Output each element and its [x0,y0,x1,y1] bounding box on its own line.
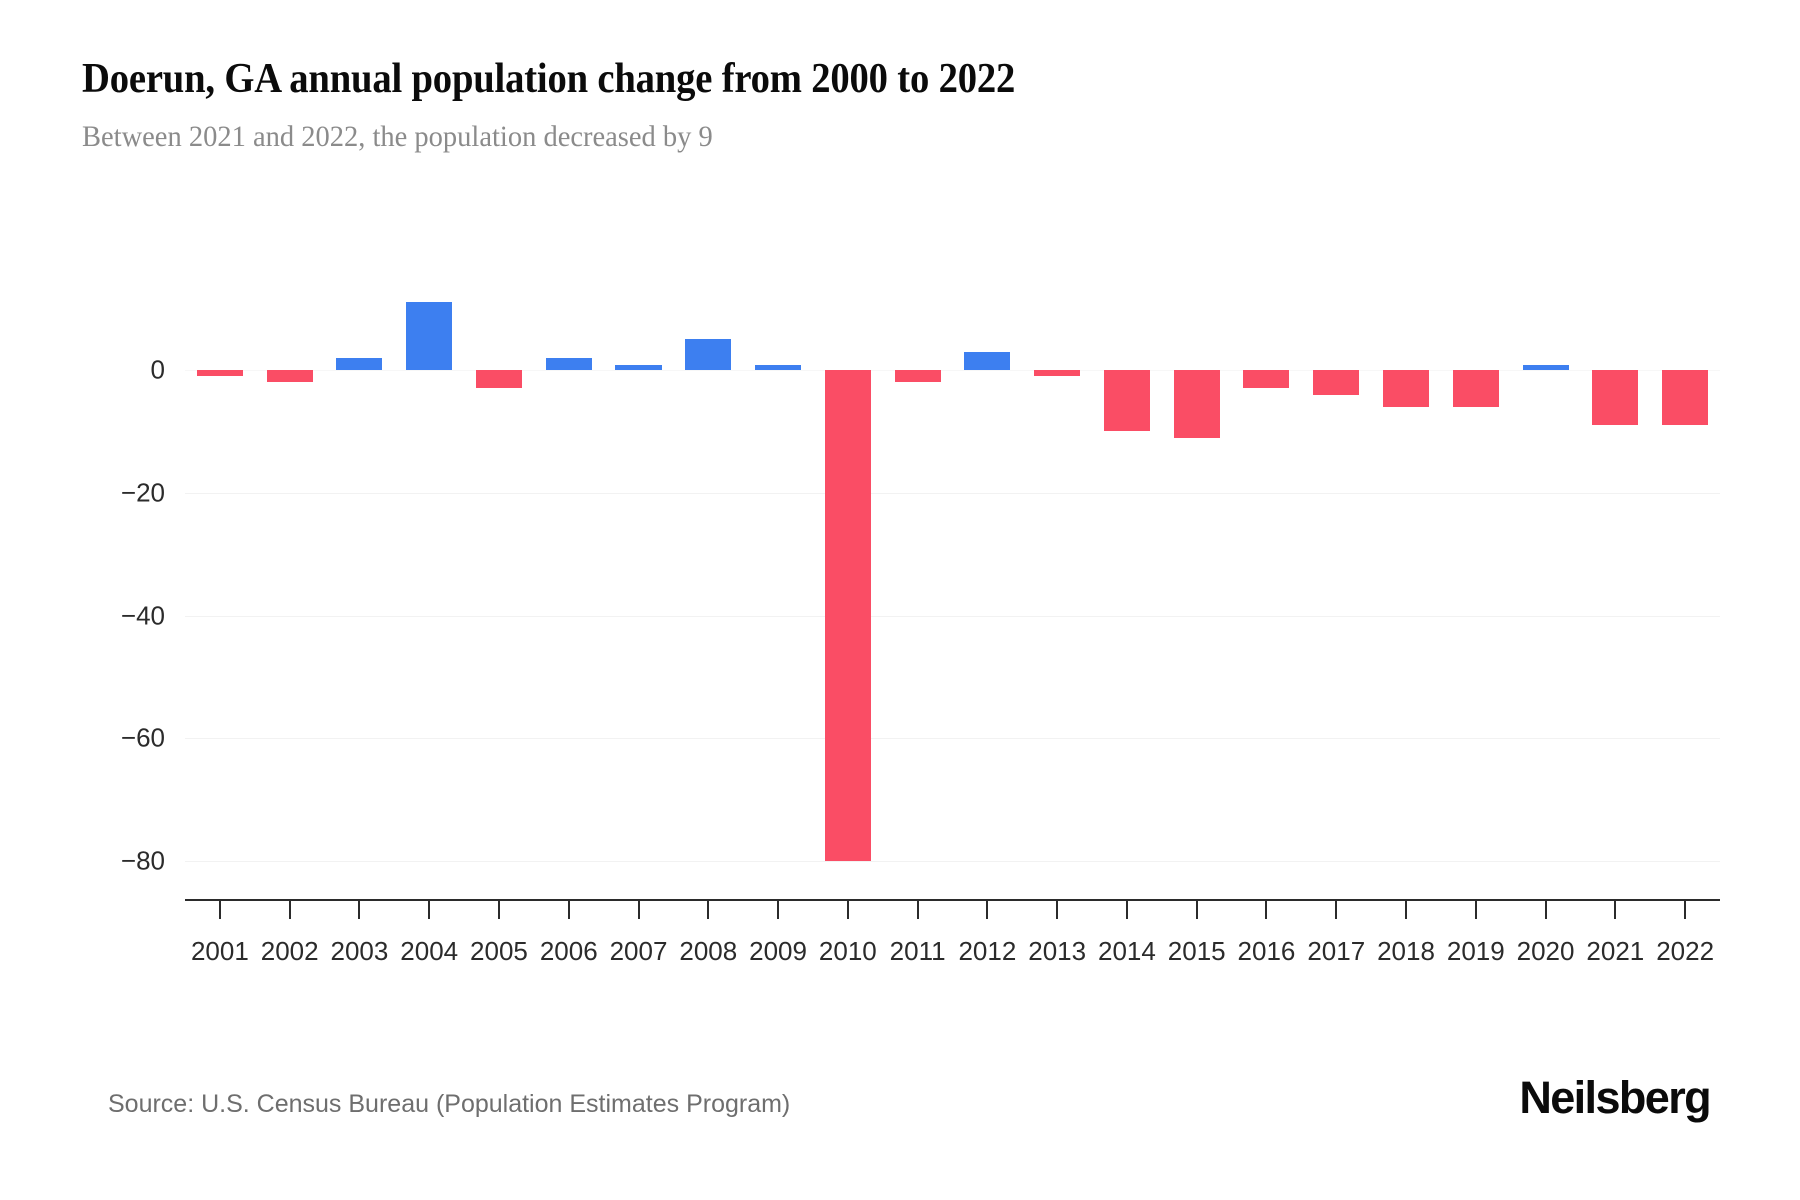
gridline [185,738,1720,740]
x-axis-tick [777,901,780,919]
x-axis-tick [567,901,570,919]
bar-2016[interactable] [1243,370,1290,389]
x-axis-tick-label-2008: 2008 [679,936,738,966]
bar-2003[interactable] [336,357,383,370]
x-axis-tick-label-2019: 2019 [1446,936,1505,966]
bar-2020[interactable] [1522,365,1569,370]
bar-2009[interactable] [755,365,802,370]
gridline [185,370,1720,371]
bar-2018[interactable] [1382,370,1430,407]
x-axis-tick [637,901,640,919]
x-axis-tick-label-2018: 2018 [1377,936,1435,966]
x-axis-tick [1125,901,1128,919]
x-axis-tick-label-2012: 2012 [958,936,1017,966]
x-axis-tick [1405,901,1408,919]
x-axis-tick [218,901,221,919]
x-axis-tick-label-2016: 2016 [1237,936,1296,966]
x-axis-tick [1544,901,1547,919]
bar-2001[interactable] [196,370,243,377]
x-axis-tick-label-2014: 2014 [1098,936,1156,966]
x-axis-tick [916,901,919,919]
gridline [185,492,1720,494]
gridline [185,615,1720,617]
x-axis-tick [1474,901,1477,919]
x-axis-tick-label-2015: 2015 [1167,936,1226,966]
y-axis-tick-label: −40 [120,600,165,631]
x-axis-tick [707,901,710,919]
x-axis-tick-label-2001: 2001 [190,936,249,966]
y-axis-tick-label: −60 [120,722,165,753]
bar-2005[interactable] [475,370,522,389]
x-axis-tick-label-2002: 2002 [260,936,319,966]
bar-2015[interactable] [1173,370,1220,438]
bar-2013[interactable] [1034,370,1081,377]
x-axis-tick-label-2004: 2004 [400,936,459,966]
gridline [185,861,1720,863]
x-axis-tick [428,901,431,919]
x-axis-tick-label-2005: 2005 [470,936,528,966]
x-axis-tick-label-2006: 2006 [539,936,598,966]
x-axis-tick [986,901,989,919]
x-axis-tick [497,901,500,919]
x-axis-tick-label-2009: 2009 [749,936,807,966]
y-axis-tick-label: −20 [120,477,165,508]
x-axis-tick-label-2007: 2007 [609,936,668,966]
x-axis-tick-label-2017: 2017 [1307,936,1366,966]
x-axis-tick [1056,901,1059,919]
x-axis-tick-label-2021: 2021 [1586,936,1645,966]
x-axis-tick [1265,901,1268,919]
bar-2022[interactable] [1662,370,1709,426]
bar-2017[interactable] [1313,370,1360,395]
bar-2002[interactable] [266,370,313,383]
bar-2011[interactable] [894,370,941,383]
x-axis-tick [1684,901,1687,919]
y-axis-tick-label: −80 [120,845,165,876]
x-axis-tick [1614,901,1617,919]
chart-subtitle: Between 2021 and 2022, the population de… [82,120,713,154]
bar-2019[interactable] [1452,370,1499,407]
x-axis-tick-label-2010: 2010 [818,936,877,966]
chart-header: Doerun, GA annual population change from… [82,55,1722,155]
x-axis-tick-label-2013: 2013 [1028,936,1087,966]
bar-2010[interactable] [824,370,871,862]
x-axis-tick [1335,901,1338,919]
bar-2006[interactable] [545,357,592,370]
bar-2007[interactable] [615,365,662,370]
bar-2021[interactable] [1592,370,1639,426]
y-axis-tick-label: 0 [150,354,165,385]
x-axis-tick-label-2011: 2011 [889,936,946,966]
source-note: Source: U.S. Census Bureau (Population E… [108,1090,791,1118]
x-axis-tick-label-2022: 2022 [1656,936,1715,966]
x-axis-tick [288,901,291,919]
page-title: Doerun, GA annual population change from… [82,56,1016,102]
x-axis-tick [1195,901,1198,919]
bar-2014[interactable] [1103,370,1150,432]
bar-2008[interactable] [685,339,732,370]
bar-2004[interactable] [406,302,453,370]
x-axis-tick-label-2020: 2020 [1516,936,1575,966]
x-axis-line [185,899,1720,901]
x-axis-tick [846,901,849,919]
bar-2012[interactable] [964,351,1011,370]
brand-logo: Neilsberg [1519,1072,1711,1123]
x-axis-tick [358,901,361,919]
x-axis-tick-label-2003: 2003 [330,936,389,966]
